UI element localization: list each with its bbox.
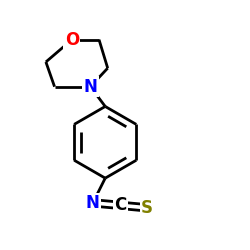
Text: N: N xyxy=(84,78,97,96)
Text: C: C xyxy=(114,196,126,214)
Text: S: S xyxy=(141,199,153,217)
Text: N: N xyxy=(86,194,100,212)
Text: O: O xyxy=(65,31,79,49)
